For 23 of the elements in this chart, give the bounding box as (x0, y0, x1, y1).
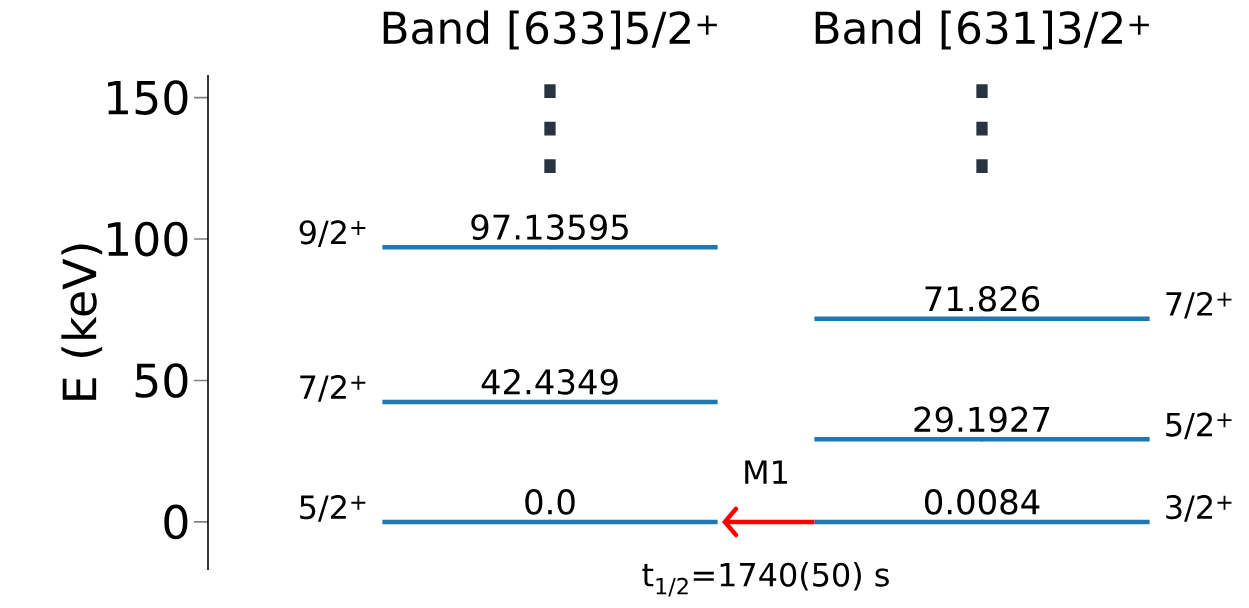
annotation: 7/2$^{+}$ (1166, 291, 1232, 319)
annotation: t$_{1/2}$=1740(50) s (642, 562, 889, 597)
x-tick-label: Band [631]3/2$^{+}$ (815, 10, 1149, 50)
data-label: 42.4349 (481, 369, 618, 395)
annotation: M1 (745, 460, 787, 484)
annotation: ⋮ (544, 84, 556, 173)
annotation: 5/2$^{+}$ (300, 495, 366, 522)
data-label: 71.826 (925, 285, 1040, 312)
annotation: 5/2$^{+}$ (1166, 412, 1232, 440)
annotation: ⋮ (976, 84, 988, 173)
data-label: 97.13595 (471, 214, 628, 240)
data-label: 0.0084 (924, 489, 1040, 515)
y-tick-label: 150 (108, 80, 188, 115)
y-tick-label: 0 (164, 504, 188, 540)
y-tick-label: 50 (135, 363, 188, 398)
annotation: 3/2$^{+}$ (1166, 495, 1232, 522)
y-axis-title: E (keV) (61, 244, 103, 400)
annotation: 7/2$^{+}$ (300, 375, 366, 402)
y-tick-label: 100 (108, 221, 188, 257)
x-tick-label: Band [633]5/2$^{+}$ (383, 10, 717, 50)
annotation: 9/2$^{+}$ (299, 220, 366, 247)
data-label: 0.0 (525, 489, 575, 515)
data-label: 29.1927 (914, 406, 1050, 433)
